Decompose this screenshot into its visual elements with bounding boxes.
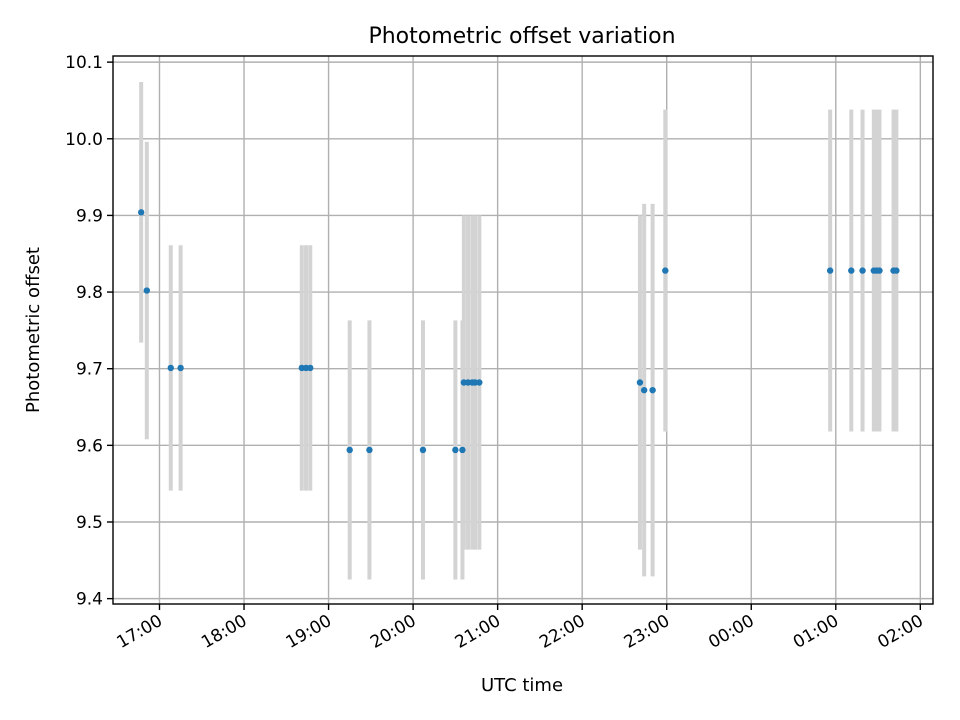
data-point <box>859 267 866 274</box>
x-tick-label: 17:00 <box>114 611 166 653</box>
data-point <box>636 379 644 386</box>
data-point <box>640 386 648 394</box>
data-point <box>346 446 353 454</box>
data-point <box>143 287 151 294</box>
x-axis-label: UTC time <box>481 675 563 696</box>
data-point <box>848 267 855 274</box>
x-tick-label: 00:00 <box>705 611 757 653</box>
x-tick-label: 01:00 <box>790 611 842 653</box>
y-tick-label: 9.6 <box>76 436 103 456</box>
data-point <box>366 446 373 454</box>
data-point <box>826 267 834 274</box>
y-tick-label: 9.7 <box>76 360 103 380</box>
data-point <box>307 364 314 372</box>
data-point <box>476 379 483 386</box>
y-tick-label: 9.4 <box>76 590 103 610</box>
y-tick-label: 10.1 <box>65 53 103 73</box>
x-axis-ticks: 17:00 18:00 19:00 20:00 21:00 22:00 23:00 00:00… <box>114 604 927 653</box>
data-point <box>876 267 883 274</box>
x-tick-label: 20:00 <box>367 611 419 653</box>
data-point <box>177 364 184 372</box>
grid-lines <box>113 56 933 604</box>
y-tick-label: 9.9 <box>76 206 103 226</box>
data-point <box>419 446 427 454</box>
x-tick-label: 02:00 <box>874 611 926 653</box>
plot-frame <box>112 55 934 605</box>
data-point <box>459 446 466 454</box>
x-tick-label: 23:00 <box>621 611 673 653</box>
y-axis-label: Photometric offset <box>23 247 44 413</box>
x-tick-label: 22:00 <box>536 611 588 653</box>
data-point <box>662 267 669 274</box>
x-tick-label: 18:00 <box>198 611 250 653</box>
x-tick-label: 21:00 <box>452 611 504 653</box>
x-tick-label: 19:00 <box>283 611 335 653</box>
data-point <box>137 209 145 216</box>
data-point <box>452 446 459 454</box>
y-axis-ticks: 9.4 9.5 9.6 9.7 9.8 9.9 10.0 10.1 <box>65 53 113 610</box>
y-tick-label: 9.8 <box>76 283 103 303</box>
error-bars <box>139 82 899 580</box>
data-point <box>649 386 656 394</box>
y-tick-label: 9.5 <box>76 513 103 533</box>
data-point <box>167 364 174 372</box>
y-tick-label: 10.0 <box>65 130 103 150</box>
chart-title: Photometric offset variation <box>368 24 675 49</box>
data-point <box>893 267 900 274</box>
data-points <box>137 209 900 454</box>
